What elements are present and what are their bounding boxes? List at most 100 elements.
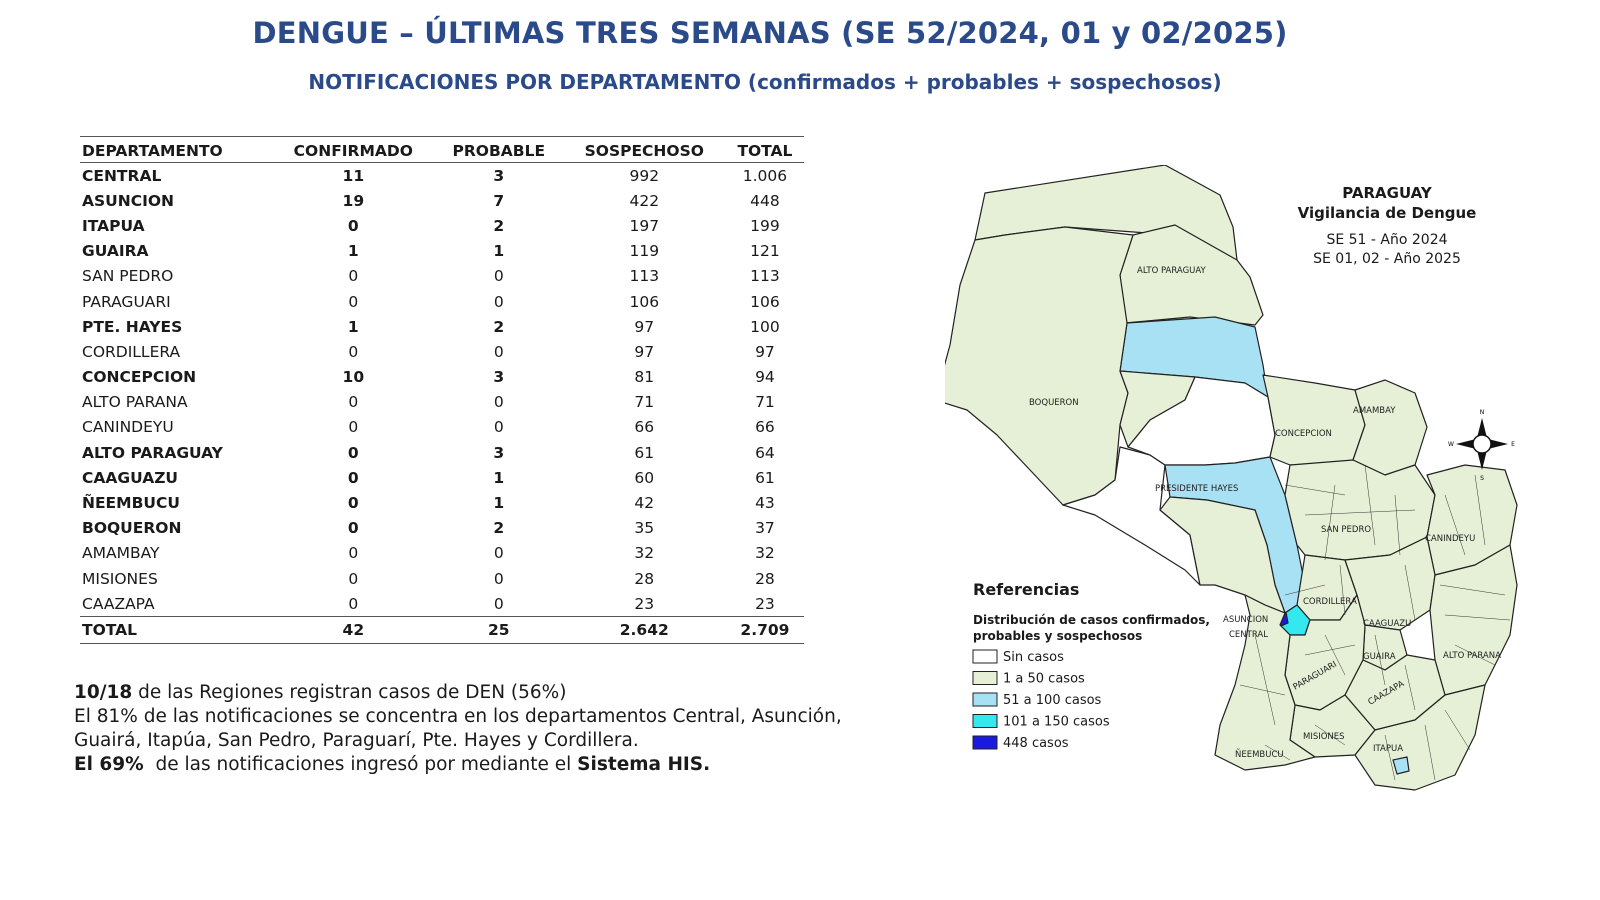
map-legend: Referencias Distribución de casos confir… (972, 580, 1210, 751)
legend-swatch (972, 649, 998, 664)
cell-sospechoso: 61 (634, 443, 655, 462)
table-header-row: DEPARTAMENTO CONFIRMADO PROBABLE SOSPECH… (80, 136, 804, 163)
district-line (1404, 664, 1416, 711)
cell-total: 71 (755, 393, 775, 412)
compass-east: E (1511, 441, 1515, 448)
col-confirmado: CONFIRMADO (271, 136, 435, 163)
table-row: ASUNCION 19 7 422 448 (80, 188, 804, 213)
cell-sospechoso: 992 (629, 166, 660, 185)
cell-total: 121 (750, 242, 780, 261)
legend-swatch (972, 671, 998, 685)
cell-departamento: ALTO PARAGUAY (82, 443, 223, 462)
total-label: TOTAL (80, 616, 272, 644)
cell-probable: 0 (493, 267, 504, 286)
label-asuncion: ASUNCION (1223, 615, 1268, 625)
region-amambay (1352, 379, 1428, 476)
cell-departamento: PTE. HAYES (82, 317, 183, 336)
cell-departamento: ÑEEMBUCU (82, 494, 180, 513)
label-canindeyu: CANINDEYU (1425, 534, 1475, 544)
label-cordillera: CORDILLERA (1303, 597, 1357, 607)
label-amambay: AMAMBAY (1353, 406, 1396, 416)
note-line-2: El 81% de las notificaciones se concentr… (74, 706, 842, 727)
cell-total: 61 (755, 468, 775, 487)
cell-departamento: PARAGUARI (82, 292, 171, 311)
cell-confirmado: 0 (348, 342, 359, 361)
legend-label: Sin casos (1003, 650, 1064, 665)
cell-total: 106 (750, 292, 780, 311)
total-total: 2.709 (725, 616, 804, 644)
cell-sospechoso: 66 (634, 418, 655, 437)
district-line (1444, 709, 1471, 751)
cell-departamento: AMAMBAY (82, 544, 160, 563)
note-his-system: Sistema HIS. (577, 754, 711, 775)
department-table: DEPARTAMENTO CONFIRMADO PROBABLE SOSPECH… (80, 136, 804, 644)
label-presidente-hayes: PRESIDENTE HAYES (1155, 484, 1238, 494)
region-concepcion (1262, 374, 1366, 466)
label-misiones: MISIONES (1303, 732, 1345, 742)
legend-swatch (972, 692, 998, 707)
cell-confirmado: 1 (347, 317, 359, 336)
table-row: CONCEPCION 10 3 81 94 (80, 365, 804, 390)
legend-desc-2: probables y sospechosos (973, 629, 1142, 643)
district-line (1304, 644, 1356, 656)
label-central: CENTRAL (1229, 630, 1268, 640)
cell-probable: 2 (493, 216, 505, 235)
cell-sospechoso: 113 (629, 267, 660, 286)
table-row: CENTRAL 11 3 992 1.006 (80, 163, 804, 189)
cell-sospechoso: 71 (634, 393, 655, 412)
total-confirmado: 42 (271, 616, 435, 644)
district-line (1324, 634, 1346, 676)
note-line-4: El 69% de las notificaciones ingresó por… (74, 753, 842, 777)
cell-sospechoso: 97 (634, 317, 655, 336)
table-row: PTE. HAYES 1 2 97 100 (80, 314, 804, 339)
cell-probable: 0 (493, 544, 504, 563)
legend-swatch (972, 735, 998, 750)
legend-label: 101 a 150 casos (1003, 715, 1110, 730)
cell-probable: 2 (493, 317, 505, 336)
cell-confirmado: 0 (347, 216, 359, 235)
cell-probable: 0 (493, 393, 504, 412)
note-his-percent: El 69% (74, 754, 144, 775)
cell-confirmado: 0 (348, 267, 359, 286)
district-line (1444, 494, 1466, 556)
cell-sospechoso: 60 (634, 468, 655, 487)
legend-label: 51 a 100 casos (1003, 693, 1102, 708)
legend-label: 448 casos (1003, 736, 1069, 751)
note-line-1: 10/18 de las Regiones registran casos de… (74, 681, 842, 705)
district-line (1284, 484, 1346, 496)
note-his-text: de las notificaciones ingresó por median… (143, 754, 578, 775)
cell-probable: 1 (493, 242, 505, 261)
map-title-surveillance: Vigilancia de Dengue (1298, 204, 1477, 222)
cell-sospechoso: 23 (634, 594, 655, 613)
cell-confirmado: 0 (348, 393, 359, 412)
cell-total: 66 (755, 418, 775, 437)
cell-confirmado: 19 (342, 191, 365, 210)
table-row: BOQUERON 0 2 35 37 (80, 516, 804, 541)
legend-swatch (972, 714, 998, 728)
cell-departamento: BOQUERON (82, 519, 182, 538)
table-total-row: TOTAL 42 25 2.642 2.709 (80, 616, 804, 644)
cell-total: 100 (750, 317, 780, 336)
cell-probable: 0 (493, 569, 504, 588)
table-row: GUAIRA 1 1 119 121 (80, 239, 804, 264)
label-itapua: ITAPUA (1373, 744, 1403, 754)
map-period-2025: SE 01, 02 - Año 2025 (1313, 251, 1461, 267)
page-title: DENGUE – ÚLTIMAS TRES SEMANAS (SE 52/202… (252, 16, 1288, 50)
cell-probable: 0 (493, 594, 504, 613)
region-itapua-highlight (1392, 756, 1410, 775)
region-alto-parana (1429, 544, 1518, 696)
cell-total: 94 (755, 368, 775, 387)
cell-total: 37 (755, 519, 775, 538)
cell-departamento: MISIONES (82, 569, 158, 588)
cell-departamento: CORDILLERA (82, 342, 181, 361)
cell-probable: 2 (493, 519, 505, 538)
label-concepcion: CONCEPCION (1275, 429, 1332, 439)
cell-confirmado: 0 (347, 519, 359, 538)
cell-confirmado: 0 (347, 494, 359, 513)
compass-north: N (1480, 409, 1485, 416)
total-probable: 25 (434, 616, 563, 644)
col-sospechoso: SOSPECHOSO (562, 136, 726, 163)
district-line (1394, 494, 1401, 556)
cell-departamento: CENTRAL (82, 166, 162, 185)
district-line (1339, 564, 1346, 616)
